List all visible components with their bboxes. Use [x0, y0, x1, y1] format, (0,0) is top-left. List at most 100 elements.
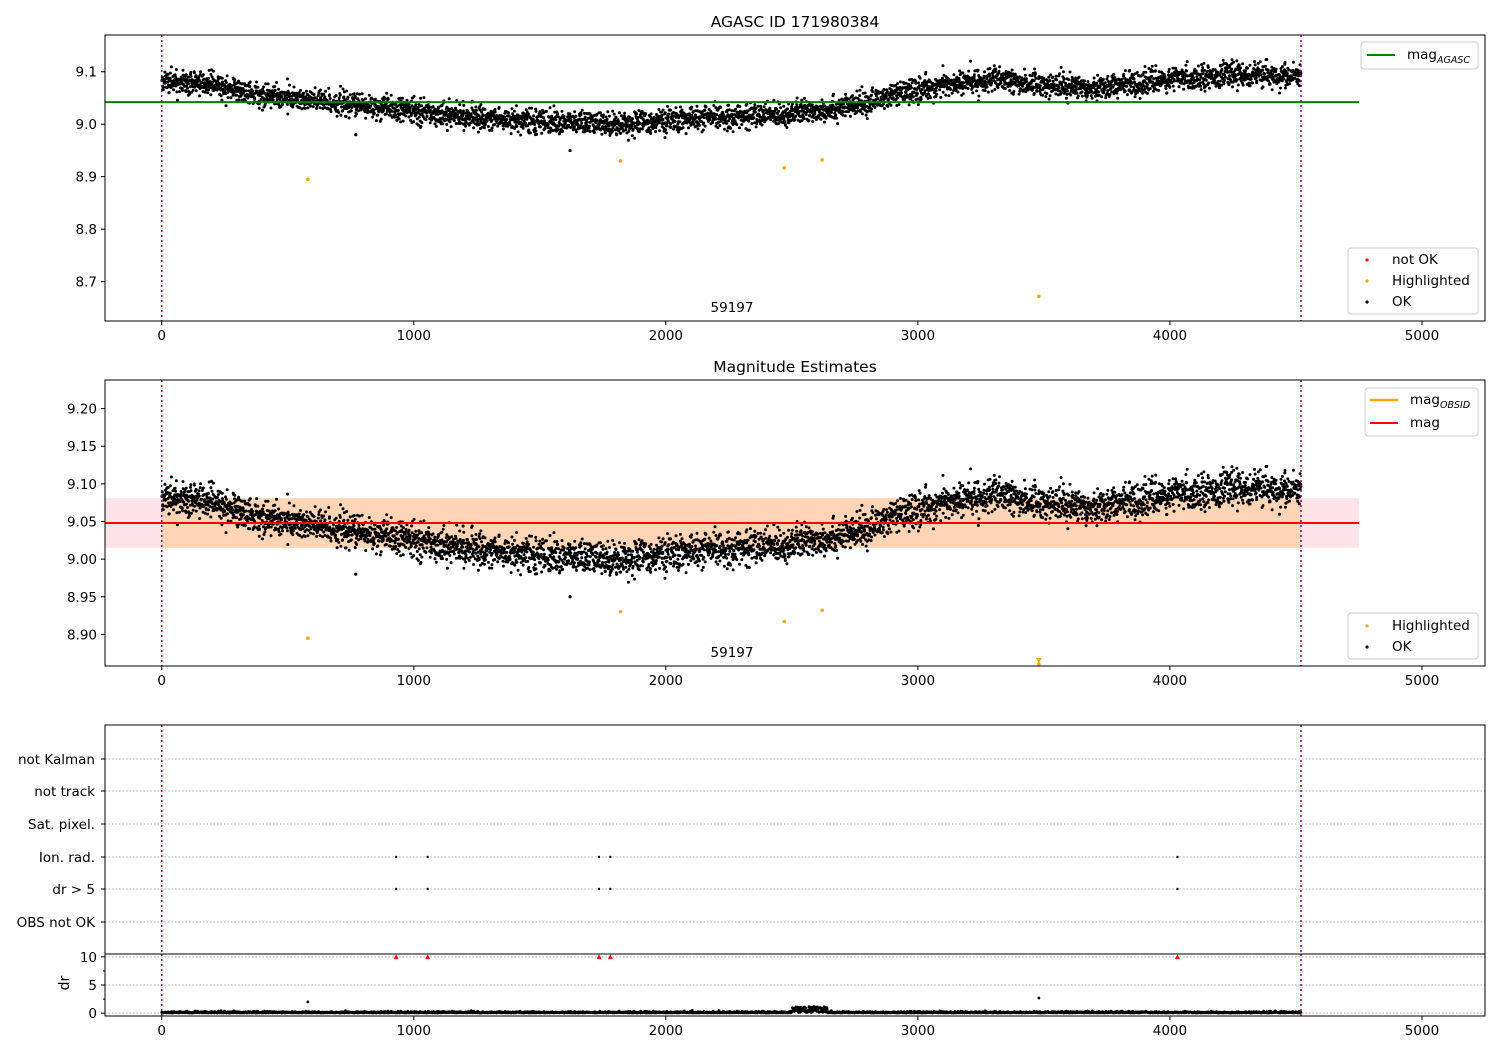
ok-point	[703, 124, 707, 128]
ok-point	[230, 84, 234, 88]
ok-point	[1201, 66, 1205, 70]
ok-point	[858, 94, 862, 98]
ok-point	[189, 70, 193, 74]
ok-point	[832, 92, 835, 96]
ok-point	[210, 479, 213, 483]
ok-point	[206, 80, 209, 84]
ok-point	[355, 112, 359, 116]
ok-point	[1076, 94, 1080, 98]
ok-point	[1080, 94, 1084, 98]
ok-point	[480, 110, 483, 114]
ok-point	[207, 76, 210, 80]
ok-point	[1167, 70, 1171, 74]
ok-point	[1200, 69, 1204, 73]
ok-point	[264, 499, 268, 503]
panel-agasc-data-area	[105, 35, 1359, 321]
ok-point	[730, 109, 734, 113]
ok-point	[575, 130, 578, 134]
ok-point	[1235, 59, 1239, 63]
ok-point	[1018, 75, 1022, 79]
ok-point	[648, 129, 652, 133]
ok-point	[1223, 73, 1227, 77]
ok-point	[253, 96, 257, 100]
ok-point	[204, 508, 208, 512]
ok-point	[702, 121, 706, 125]
ok-point	[567, 123, 571, 127]
ok-point	[574, 114, 578, 118]
ok-point	[1106, 74, 1110, 78]
ok-point	[785, 126, 789, 129]
ok-point	[221, 507, 225, 511]
ok-point	[1182, 87, 1186, 91]
panel-agasc-legend-bottom: not OK Highlighted OK	[1347, 247, 1479, 315]
ok-point	[894, 83, 898, 87]
ok-point	[1279, 86, 1283, 90]
ok-point	[789, 119, 793, 123]
ok-point	[184, 73, 188, 77]
ok-point	[707, 108, 711, 111]
ok-point	[479, 103, 483, 106]
ok-point	[1167, 77, 1171, 81]
ok-point	[415, 117, 419, 121]
ok-point	[687, 126, 690, 130]
ok-point	[687, 112, 691, 116]
ok-point	[461, 114, 465, 118]
ok-point	[209, 515, 213, 519]
ok-point	[1137, 87, 1141, 91]
ok-point	[445, 122, 449, 126]
ok-point	[1065, 92, 1069, 96]
ok-point	[305, 89, 308, 93]
ok-point	[957, 78, 961, 82]
ok-point	[657, 107, 661, 111]
ok-point	[834, 113, 838, 117]
ok-point	[211, 497, 215, 501]
ok-point	[1083, 79, 1086, 83]
ok-point	[772, 98, 776, 102]
ok-point	[607, 124, 611, 128]
ok-point	[434, 124, 438, 128]
ok-point	[1141, 73, 1145, 77]
ok-point	[630, 134, 634, 138]
ok-point	[870, 107, 873, 111]
ok-point	[216, 503, 220, 507]
ok-point	[896, 82, 900, 85]
ok-point	[161, 88, 165, 92]
ok-point	[795, 103, 799, 107]
ok-point	[1021, 84, 1025, 88]
panel-magnitude-data-area	[105, 380, 1359, 666]
ok-point	[349, 109, 353, 113]
ok-point	[1032, 79, 1036, 83]
ok-point	[216, 493, 220, 497]
ok-point	[174, 479, 178, 483]
ok-point	[1199, 88, 1203, 92]
ok-point	[477, 114, 481, 118]
ok-point	[1105, 77, 1109, 81]
ok-point	[635, 112, 638, 116]
ok-point	[1241, 83, 1245, 87]
ok-point	[258, 527, 262, 531]
ok-point	[366, 109, 370, 112]
x-tick-label: 5000	[1405, 328, 1439, 344]
ok-point	[211, 502, 214, 506]
ok-point	[1238, 70, 1242, 74]
ok-point	[554, 115, 558, 119]
ok-point	[760, 123, 764, 127]
ok-point	[654, 130, 658, 134]
ok-point	[269, 106, 273, 110]
ok-point	[1227, 83, 1231, 87]
ok-point	[166, 76, 170, 80]
ok-point	[867, 109, 871, 113]
ok-point	[1172, 89, 1176, 93]
ok-point	[1162, 73, 1166, 76]
ok-point	[910, 81, 914, 85]
ok-point	[1116, 96, 1120, 100]
ok-point	[790, 105, 794, 109]
ok-point	[452, 119, 456, 123]
ok-point	[496, 124, 500, 128]
ok-point	[342, 90, 346, 94]
ok-point	[863, 91, 867, 95]
ok-point	[266, 82, 270, 86]
ok-point	[339, 84, 342, 88]
ok-point	[824, 116, 828, 120]
ok-point	[1108, 93, 1112, 96]
